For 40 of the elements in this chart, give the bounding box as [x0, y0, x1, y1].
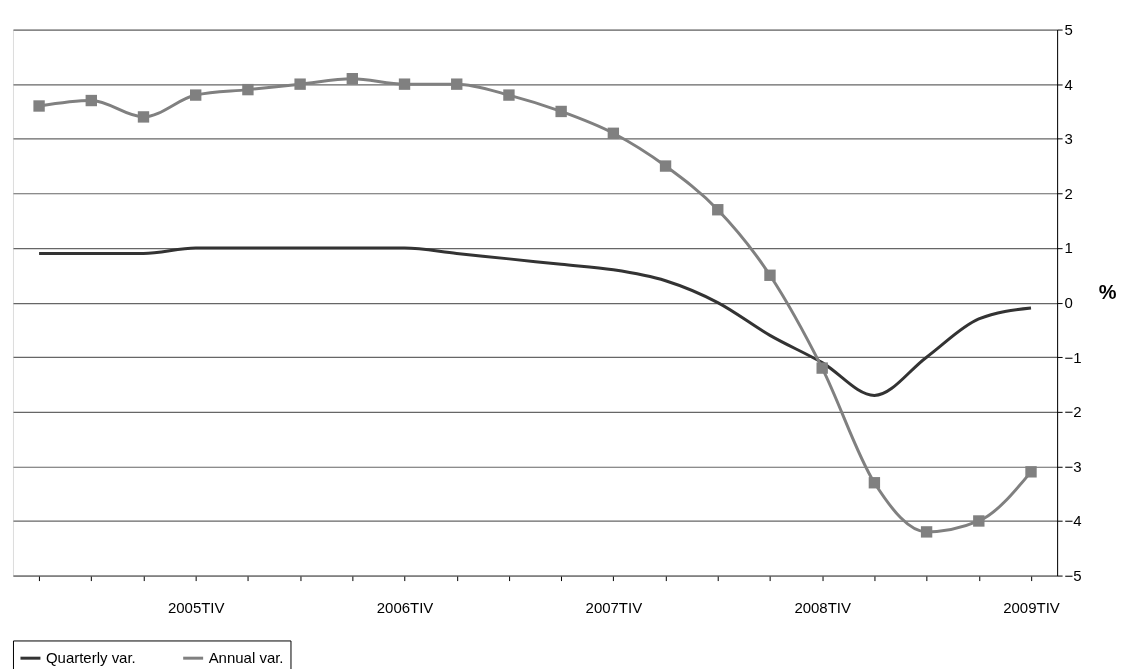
- y-tick-label: −1: [1064, 348, 1082, 366]
- y-tick-label: −5: [1064, 567, 1082, 585]
- point: [764, 269, 776, 281]
- y-tick-label: 4: [1064, 75, 1073, 93]
- point: [242, 83, 254, 96]
- point: [816, 362, 828, 374]
- legend-label: Quarterly var.: [45, 649, 136, 667]
- legend-label: Annual var.: [208, 649, 284, 667]
- point: [451, 78, 463, 90]
- point: [920, 526, 933, 538]
- point: [1025, 466, 1037, 478]
- point: [659, 160, 672, 172]
- y-tick-label: −3: [1064, 457, 1082, 475]
- x-tick-label: 2006TIV: [376, 599, 434, 617]
- point: [868, 477, 881, 489]
- y-tick-label: −4: [1064, 512, 1082, 530]
- y-tick-label: 1: [1064, 239, 1073, 257]
- point: [607, 127, 620, 139]
- point: [190, 89, 202, 101]
- point: [555, 105, 567, 118]
- x-tick-label: 2007TIV: [585, 599, 643, 617]
- y-tick-label: −2: [1064, 403, 1082, 421]
- point: [346, 73, 359, 85]
- x-tick-label: 2005TIV: [167, 599, 225, 617]
- point: [294, 78, 306, 90]
- y-tick-label: 3: [1064, 130, 1073, 148]
- point: [33, 100, 45, 112]
- line-series: [37, 246, 1033, 397]
- point: [712, 204, 724, 216]
- point: [137, 111, 150, 123]
- point: [503, 89, 515, 101]
- y-tick-label: 2: [1064, 184, 1073, 202]
- point: [398, 78, 411, 90]
- x-tick-label: 2009TIV: [1003, 599, 1060, 617]
- point: [973, 515, 985, 527]
- y-tick-label: 0: [1064, 294, 1073, 312]
- point: [85, 94, 97, 107]
- y-axis-title: %: [1098, 280, 1117, 303]
- x-tick-label: 2008TIV: [794, 599, 851, 617]
- y-tick-label: 5: [1064, 21, 1073, 39]
